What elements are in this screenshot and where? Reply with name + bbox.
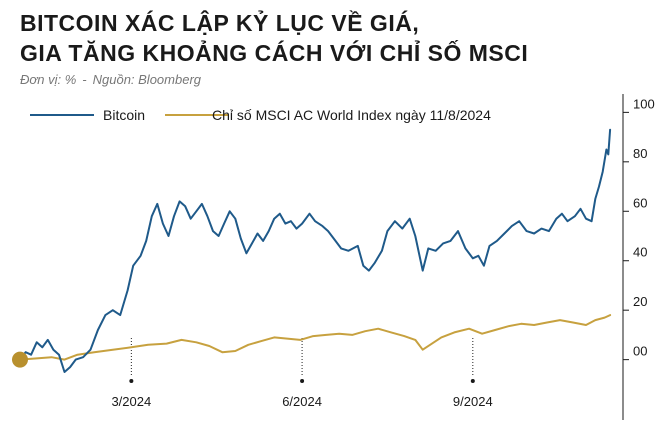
y-tick-label-4: 80 xyxy=(633,146,647,161)
subtitle-separator: - xyxy=(82,72,87,87)
series-layer xyxy=(12,128,612,373)
series-line-0 xyxy=(19,128,612,373)
y-tick-label-3: 60 xyxy=(633,195,647,210)
chart-title-line-2: GIA TĂNG KHOẢNG CÁCH VỚI CHỈ SỐ MSCI xyxy=(20,40,529,66)
axes-layer: 00 20 40 60 80 100 3/2024 6/2024 9/2024 xyxy=(111,94,655,420)
chart-title-line-1: BITCOIN XÁC LẬP KỶ LỤC VỀ GIÁ, xyxy=(20,10,420,36)
chart-subtitle: Đơn vị: % - Nguồn: Bloomberg xyxy=(20,72,201,87)
x-tick-dot-1 xyxy=(300,379,305,383)
legend-label-0: Bitcoin xyxy=(103,107,145,123)
unit-label: Đơn vị: % xyxy=(20,72,77,87)
source-label: Nguồn: Bloomberg xyxy=(92,72,202,87)
legend: Bitcoin Chỉ số MSCI AC World Index ngày 1… xyxy=(30,107,491,123)
legend-label-1: Chỉ số MSCI AC World Index ngày 11/8/202… xyxy=(212,107,491,123)
x-tick-dot-0 xyxy=(129,379,134,383)
series-start-marker xyxy=(12,351,28,368)
x-tick-label-1: 6/2024 xyxy=(282,394,322,409)
x-tick-label-0: 3/2024 xyxy=(111,394,151,409)
y-tick-label-2: 40 xyxy=(633,245,647,260)
y-tick-label-0: 00 xyxy=(633,344,647,359)
series-line-1 xyxy=(19,314,612,361)
y-tick-label-1: 20 xyxy=(633,294,647,309)
y-tick-label-5: 100 xyxy=(633,96,655,111)
x-tick-label-2: 9/2024 xyxy=(453,394,493,409)
x-tick-dot-2 xyxy=(470,379,475,383)
